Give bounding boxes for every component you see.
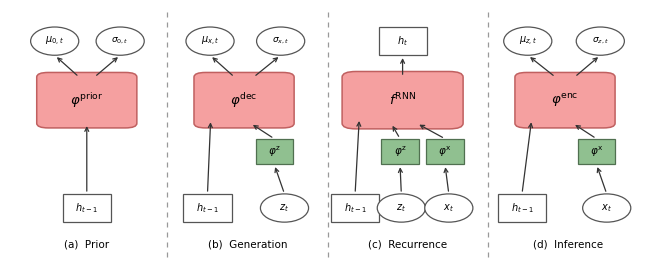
Ellipse shape [424, 194, 473, 222]
FancyBboxPatch shape [37, 73, 137, 128]
Text: $\sigma_{0,t}$: $\sigma_{0,t}$ [111, 36, 129, 46]
Bar [498, 194, 546, 222]
Text: $\mu_{0,t}$: $\mu_{0,t}$ [45, 35, 64, 48]
Ellipse shape [583, 194, 631, 222]
Text: $x_t$: $x_t$ [443, 202, 455, 214]
Bar [578, 139, 615, 164]
Text: $h_{t-1}$: $h_{t-1}$ [344, 201, 367, 215]
Text: $z_t$: $z_t$ [280, 202, 290, 214]
Bar [331, 194, 379, 222]
FancyBboxPatch shape [194, 73, 294, 128]
Text: $f^{\mathrm{RNN}}$: $f^{\mathrm{RNN}}$ [389, 92, 416, 108]
Bar [255, 139, 293, 164]
Text: (c)  Recurrence: (c) Recurrence [368, 239, 447, 249]
Text: $\varphi^{\mathrm{z}}$: $\varphi^{\mathrm{z}}$ [268, 144, 280, 159]
Text: $x_t$: $x_t$ [601, 202, 612, 214]
Text: $h_{t-1}$: $h_{t-1}$ [511, 201, 533, 215]
Text: $\sigma_{z,t}$: $\sigma_{z,t}$ [592, 36, 608, 46]
Text: $\varphi^{\mathrm{prior}}$: $\varphi^{\mathrm{prior}}$ [70, 91, 103, 110]
Ellipse shape [504, 27, 552, 55]
Text: (d)  Inference: (d) Inference [533, 239, 603, 249]
FancyBboxPatch shape [515, 73, 615, 128]
Text: $\varphi^{\mathrm{x}}$: $\varphi^{\mathrm{x}}$ [590, 144, 603, 159]
Text: $\varphi^{\mathrm{enc}}$: $\varphi^{\mathrm{enc}}$ [552, 92, 579, 109]
Bar [426, 139, 464, 164]
Text: $\varphi^{\mathrm{x}}$: $\varphi^{\mathrm{x}}$ [438, 144, 452, 159]
Ellipse shape [261, 194, 309, 222]
Ellipse shape [96, 27, 144, 55]
Bar [381, 139, 419, 164]
Ellipse shape [576, 27, 624, 55]
Text: (a)  Prior: (a) Prior [64, 239, 109, 249]
Ellipse shape [186, 27, 234, 55]
Ellipse shape [257, 27, 305, 55]
Text: $h_{t-1}$: $h_{t-1}$ [196, 201, 219, 215]
Text: $\mu_{z,t}$: $\mu_{z,t}$ [519, 35, 537, 48]
Text: $\mu_{x,t}$: $\mu_{x,t}$ [200, 35, 219, 48]
Text: $\varphi^{\mathrm{dec}}$: $\varphi^{\mathrm{dec}}$ [231, 91, 258, 110]
Text: $\sigma_{x,t}$: $\sigma_{x,t}$ [272, 36, 290, 46]
Text: $z_t$: $z_t$ [396, 202, 406, 214]
Text: $\varphi^{\mathrm{z}}$: $\varphi^{\mathrm{z}}$ [394, 144, 406, 159]
Bar [183, 194, 231, 222]
FancyBboxPatch shape [342, 72, 463, 129]
Ellipse shape [377, 194, 425, 222]
Text: $h_{t-1}$: $h_{t-1}$ [75, 201, 98, 215]
Bar [63, 194, 111, 222]
Text: $h_t$: $h_t$ [397, 34, 408, 48]
Bar [379, 27, 426, 55]
Text: (b)  Generation: (b) Generation [208, 239, 287, 249]
Ellipse shape [31, 27, 79, 55]
